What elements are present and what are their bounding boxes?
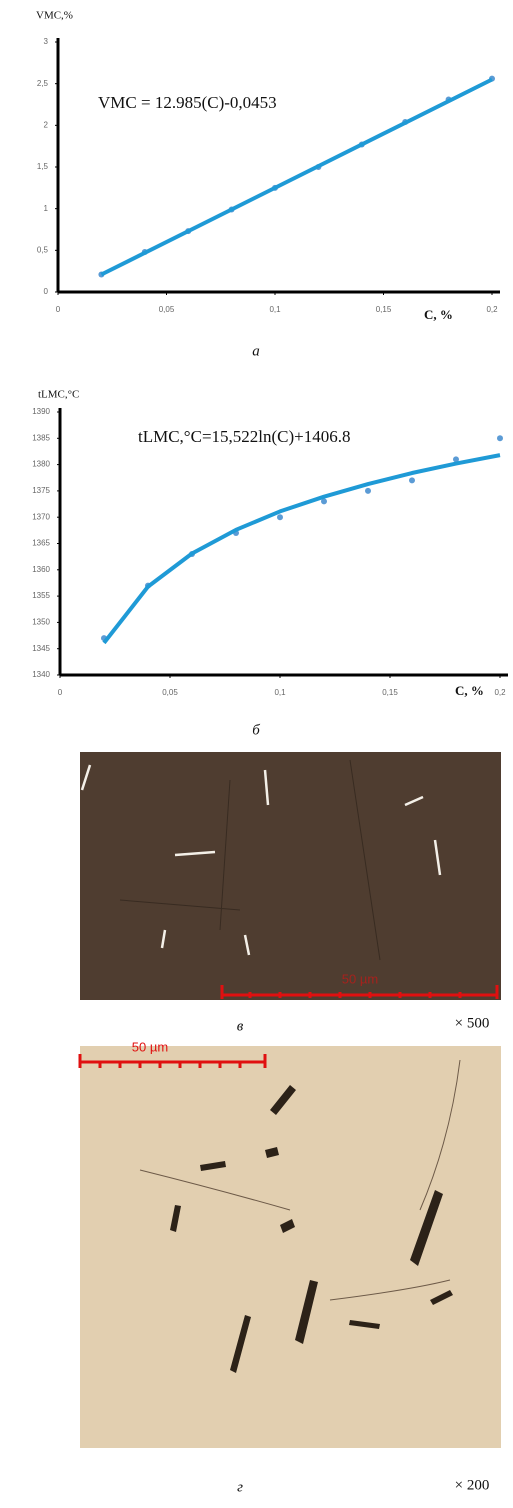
y-tick-label: 1 <box>44 204 49 213</box>
y-tick-label: 1360 <box>32 565 50 574</box>
x-tick-label: 0,2 <box>486 305 498 314</box>
data-point <box>365 487 371 494</box>
scale-bar <box>220 985 499 999</box>
y-tick-label: 2,5 <box>37 79 49 88</box>
equation: VMC = 12.985(C)-0,0453 <box>98 93 277 112</box>
y-axis-label: VMC,% <box>36 10 73 22</box>
x-tick-label: 0,2 <box>494 688 506 697</box>
caption: в <box>237 1018 244 1034</box>
caption: a <box>252 343 260 359</box>
caption: б <box>252 722 260 738</box>
y-axis-label: tLMC,°C <box>38 389 79 401</box>
y-tick-label: 1350 <box>32 618 50 627</box>
x-tick-label: 0,1 <box>269 305 281 314</box>
x-tick-label: 0,15 <box>376 305 392 314</box>
y-tick-label: 1380 <box>32 460 50 469</box>
data-point <box>497 435 503 442</box>
data-point <box>453 456 459 463</box>
x-tick-label: 0,1 <box>274 688 286 697</box>
x-axis-label: C, % <box>424 307 453 322</box>
scale-label: 50 µm <box>132 1039 168 1054</box>
y-tick-label: 1340 <box>32 670 50 679</box>
y-tick-label: 1345 <box>32 644 50 653</box>
magnification: × 500 <box>455 1015 490 1031</box>
inclusions <box>80 764 442 956</box>
data-point <box>277 514 283 521</box>
scratches <box>139 1059 461 1301</box>
x-axis-label: C, % <box>455 683 484 698</box>
image <box>80 752 501 1000</box>
grain-boundaries <box>119 759 381 961</box>
y-tick-label: 1355 <box>32 591 50 600</box>
scale-label: 50 µm <box>342 971 378 986</box>
equation: tLMC,°C=15,522ln(C)+1406.8 <box>138 427 351 446</box>
trend-line <box>102 453 501 645</box>
y-tick-label: 1375 <box>32 486 50 495</box>
scale-bar <box>78 1054 267 1068</box>
x-tick-label: 0 <box>58 688 63 697</box>
data-point <box>321 498 327 505</box>
caption: г <box>237 1479 243 1495</box>
x-tick-label: 0,15 <box>382 688 398 697</box>
y-tick-label: 2 <box>44 120 49 129</box>
image <box>80 1046 501 1448</box>
micrograph-g: 50 µm <box>78 1039 501 1448</box>
y-tick-label: 1365 <box>32 539 50 548</box>
y-tick-label: 1,5 <box>37 162 49 171</box>
data-point <box>409 477 415 484</box>
image-shade <box>80 752 501 1000</box>
x-tick-label: 0 <box>56 305 61 314</box>
y-tick-label: 1385 <box>32 433 50 442</box>
y-tick-label: 3 <box>44 37 49 46</box>
y-tick-label: 1390 <box>32 407 50 416</box>
micrograph-v: 50 µm <box>80 752 501 1000</box>
y-tick-label: 0 <box>44 287 49 296</box>
y-tick-label: 0,5 <box>37 245 49 254</box>
magnification: × 200 <box>455 1477 490 1493</box>
x-tick-label: 0,05 <box>162 688 178 697</box>
x-tick-label: 0,05 <box>159 305 175 314</box>
y-tick-label: 1370 <box>32 512 50 521</box>
trend-line <box>100 77 493 277</box>
